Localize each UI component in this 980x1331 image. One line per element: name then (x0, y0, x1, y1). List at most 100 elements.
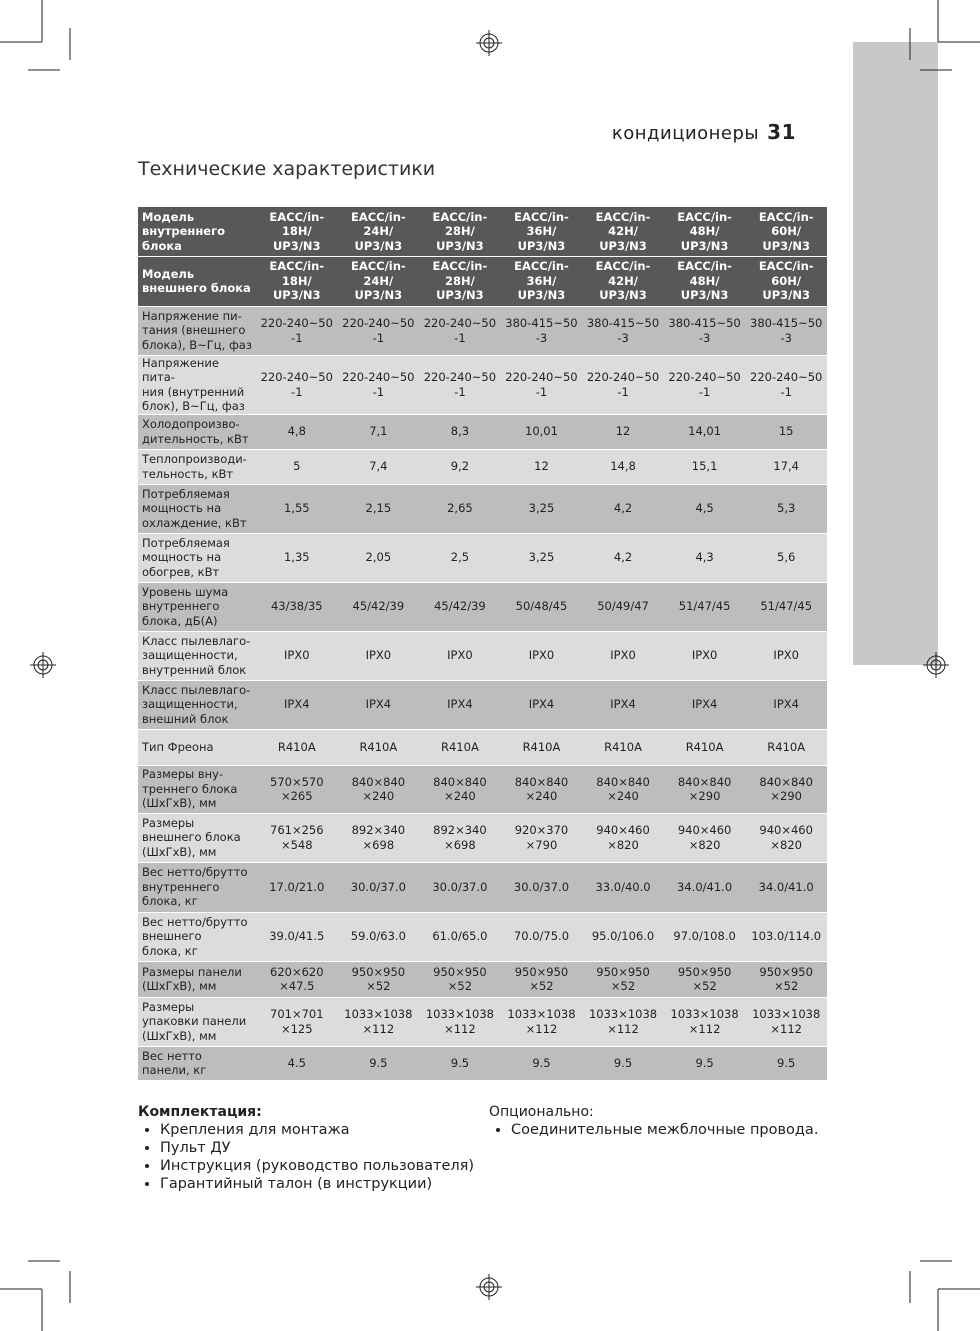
value-cell: 2,5 (419, 533, 501, 583)
value-cell: 220-240~50 -1 (419, 355, 501, 415)
value-cell: 761×256 ×548 (256, 813, 338, 863)
table-row: Напряжение пита- ния (внутренний блок), … (138, 355, 827, 415)
value-cell: 9.5 (582, 1046, 664, 1081)
value-cell: 950×950 ×52 (500, 961, 583, 998)
value-cell: 7,1 (337, 414, 420, 450)
value-cell: IPX0 (500, 631, 583, 681)
value-cell: 9.5 (337, 1046, 420, 1081)
package-item: Крепления для монтажа (160, 1121, 474, 1139)
optional-items: Соединительные межблочные провода. (489, 1121, 818, 1139)
value-cell: 5,6 (745, 533, 827, 583)
param-cell: Размеры внешнего блока (ШхГхВ), мм (138, 813, 256, 863)
value-cell: 4,2 (582, 533, 664, 583)
value-cell: 1033×1038 ×112 (500, 997, 583, 1047)
value-cell: 840×840 ×290 (745, 765, 827, 814)
value-cell: 620×620 ×47.5 (256, 961, 338, 998)
value-cell: 14,01 (663, 414, 746, 450)
header-cell: Модель внутреннего блока (138, 207, 256, 257)
param-cell: Теплопроизводи- тельность, кВт (138, 449, 256, 485)
header-cell: EACC/in-36H/ UP3/N3 (500, 207, 583, 257)
value-cell: 950×950 ×52 (663, 961, 746, 998)
value-cell: R410A (582, 729, 664, 766)
value-cell: 45/42/39 (337, 582, 420, 632)
value-cell: 840×840 ×240 (500, 765, 583, 814)
value-cell: 103.0/114.0 (745, 912, 827, 962)
value-cell: 51/47/45 (663, 582, 746, 632)
value-cell: R410A (419, 729, 501, 766)
value-cell: 950×950 ×52 (419, 961, 501, 998)
value-cell: IPX4 (745, 680, 827, 730)
param-cell: Вес нетто/брутто внешнего блока, кг (138, 912, 256, 962)
value-cell: 220-240~50 -1 (337, 306, 420, 356)
value-cell: 940×460 ×820 (745, 813, 827, 863)
value-cell: 7,4 (337, 449, 420, 485)
value-cell: 30.0/37.0 (500, 862, 583, 913)
param-cell: Уровень шума внутреннего блока, дБ(А) (138, 582, 256, 632)
header-cell: EACC/in- 48H/ UP3/N3 (663, 256, 746, 307)
value-cell: 940×460 ×820 (582, 813, 664, 863)
value-cell: 34.0/41.0 (663, 862, 746, 913)
value-cell: 380-415~50 -3 (582, 306, 664, 356)
header-cell: EACC/in-24H/ UP3/N3 (337, 256, 420, 307)
table-row: Холодопроизво- дительность, кВт 4,8 7,1 8,3… (138, 414, 827, 450)
value-cell: 8,3 (419, 414, 501, 450)
value-cell: 34.0/41.0 (745, 862, 827, 913)
value-cell: IPX0 (256, 631, 338, 681)
value-cell: 380-415~50 -3 (745, 306, 827, 356)
header-cell: EACC/in-18H/ UP3/N3 (256, 256, 338, 307)
value-cell: 17.0/21.0 (256, 862, 338, 913)
value-cell: R410A (745, 729, 827, 766)
value-cell: 2,15 (337, 484, 420, 534)
optional-title: Опционально: (489, 1104, 594, 1120)
value-cell: 892×340 ×698 (419, 813, 501, 863)
value-cell: 30.0/37.0 (337, 862, 420, 913)
value-cell: 4.5 (256, 1046, 338, 1081)
value-cell: 59.0/63.0 (337, 912, 420, 962)
value-cell: 50/48/45 (500, 582, 583, 632)
value-cell: 4,5 (663, 484, 746, 534)
value-cell: 10,01 (500, 414, 583, 450)
value-cell: IPX4 (500, 680, 583, 730)
value-cell: 5,3 (745, 484, 827, 534)
value-cell: 220-240~50 -1 (500, 355, 583, 415)
param-cell: Тип Фреона (138, 729, 256, 766)
package-title: Комплектация: (138, 1104, 262, 1120)
header-cell: EACC/in-28H/ UP3/N3 (419, 256, 501, 307)
value-cell: IPX0 (337, 631, 420, 681)
value-cell: IPX0 (582, 631, 664, 681)
value-cell: 701×701 ×125 (256, 997, 338, 1047)
value-cell: 97.0/108.0 (663, 912, 746, 962)
param-cell: Размеры вну- треннего блока (ШхГхВ), мм (138, 765, 256, 814)
value-cell: 95.0/106.0 (582, 912, 664, 962)
value-cell: IPX4 (419, 680, 501, 730)
header-row: Модель внутреннего блока EACC/in-18H/ UP3… (138, 207, 827, 257)
value-cell: 1,35 (256, 533, 338, 583)
side-tab (853, 42, 938, 665)
table-row: Вес нетто панели, кг 4.5 9.5 9.5 9.5 9.5 9.5 9.… (138, 1046, 827, 1081)
value-cell: 4,2 (582, 484, 664, 534)
value-cell: 3,25 (500, 533, 583, 583)
value-cell: 9,2 (419, 449, 501, 485)
value-cell: 920×370 ×790 (500, 813, 583, 863)
param-cell: Напряжение пита- ния (внутренний блок), … (138, 355, 256, 415)
value-cell: 950×950 ×52 (337, 961, 420, 998)
header-cell: EACC/in- 60H/ UP3/N3 (745, 256, 827, 307)
table-row: Уровень шума внутреннего блока, дБ(А) 43/… (138, 582, 827, 632)
value-cell: 950×950 ×52 (745, 961, 827, 998)
value-cell: R410A (256, 729, 338, 766)
value-cell: 1033×1038 ×112 (419, 997, 501, 1047)
value-cell: 950×950 ×52 (582, 961, 664, 998)
table-row: Тип Фреона R410A R410A R410A R410A R410A R410A… (138, 729, 827, 766)
header-cell: EACC/in-28H/ UP3/N3 (419, 207, 501, 257)
header-cell: EACC/in-36H/ UP3/N3 (500, 256, 583, 307)
table-row: Размеры упаковки панели (ШхГхВ), мм 701×7… (138, 997, 827, 1047)
page-number: 31 (767, 120, 796, 144)
value-cell: 220-240~50 -1 (256, 306, 338, 356)
header-cell: EACC/in-18H/ UP3/N3 (256, 207, 338, 257)
value-cell: IPX0 (419, 631, 501, 681)
value-cell: 840×840 ×290 (663, 765, 746, 814)
header-cell: EACC/in-42H/ UP3/N3 (582, 256, 664, 307)
page-title: Технические характеристики (138, 158, 436, 180)
header-cell: Модель внешнего блока (138, 256, 256, 307)
